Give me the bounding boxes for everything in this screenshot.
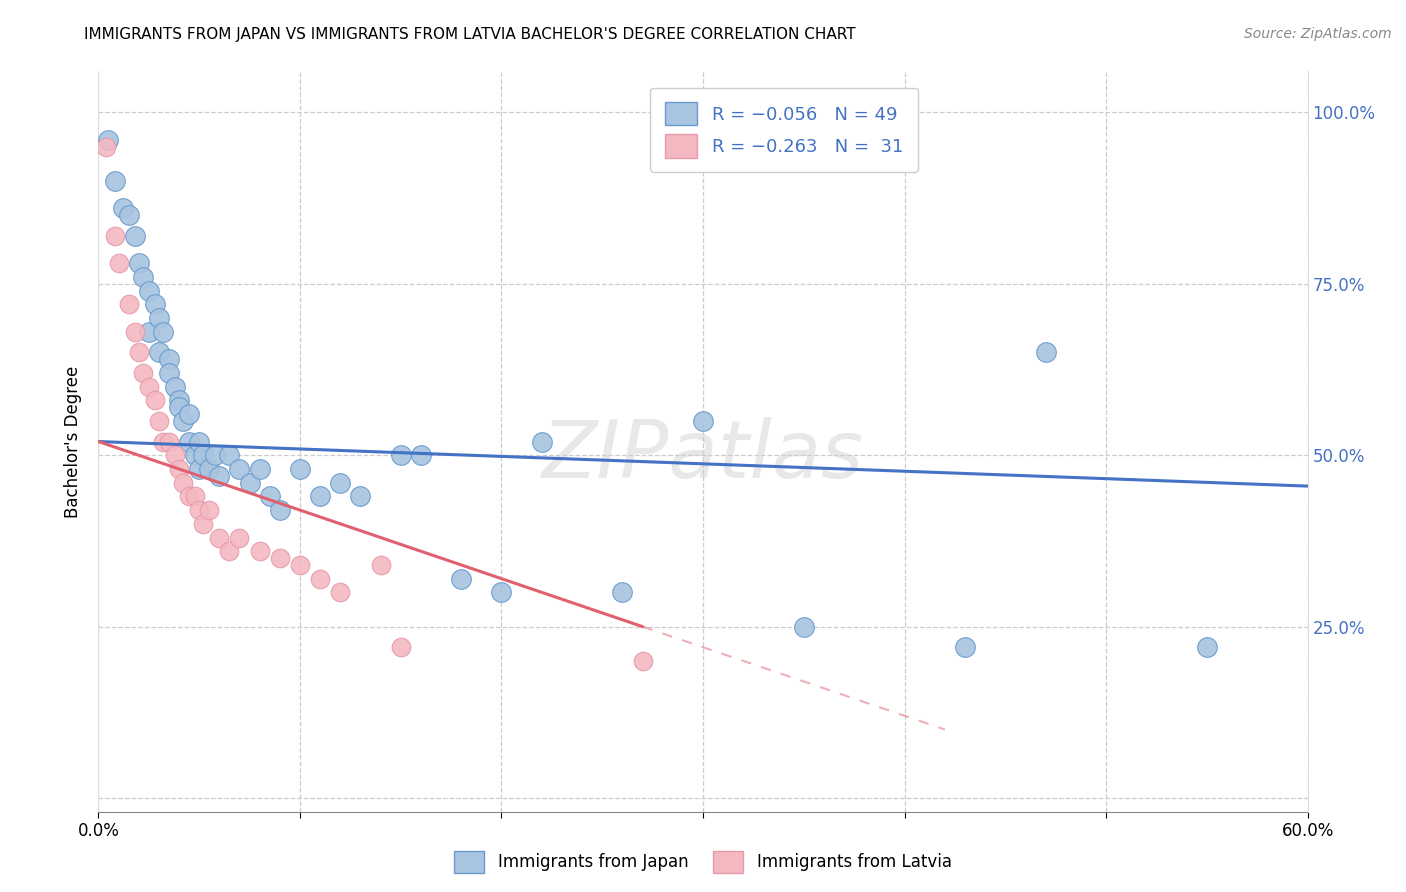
Point [228,462,250,476]
Point [530,434,553,449]
Point [167,462,190,476]
Point [143,297,166,311]
Point [111,202,134,216]
Point [163,448,186,462]
Point [259,489,281,503]
Point [249,462,271,476]
Point [1035,345,1057,359]
Point [208,468,231,483]
Point [138,284,160,298]
Legend: R = −0.056   N = 49, R = −0.263   N =  31: R = −0.056 N = 49, R = −0.263 N = 31 [651,87,918,172]
Point [107,256,129,270]
Point [329,475,352,490]
Point [269,551,291,566]
Point [228,531,250,545]
Point [370,558,392,572]
Point [132,270,155,285]
Point [349,489,371,503]
Point [157,352,180,367]
Point [188,503,211,517]
Point [612,585,634,599]
Point [288,558,311,572]
Point [172,414,194,428]
Point [148,345,170,359]
Point [148,414,170,428]
Point [179,434,201,449]
Point [148,311,170,326]
Point [249,544,271,558]
Point [184,448,207,462]
Point [152,434,174,449]
Point [1195,640,1218,655]
Point [288,462,311,476]
Point [692,414,714,428]
Point [491,585,513,599]
Point [138,380,160,394]
Text: Source: ZipAtlas.com: Source: ZipAtlas.com [1244,27,1392,41]
Point [309,489,332,503]
Point [198,503,221,517]
Point [269,503,291,517]
Point [118,208,141,222]
Point [143,393,166,408]
Point [329,585,352,599]
Point [953,640,976,655]
Point [188,462,211,476]
Point [239,475,262,490]
Point [124,325,146,339]
Point [128,256,150,270]
Point [450,572,472,586]
Point [97,133,120,147]
Point [152,325,174,339]
Point [179,407,201,421]
Point [103,228,125,243]
Point [193,448,215,462]
Point [218,544,240,558]
Point [204,448,226,462]
Point [188,434,211,449]
Point [118,297,141,311]
Point [163,380,186,394]
Point [389,448,412,462]
Point [96,140,118,154]
Point [167,393,190,408]
Point [208,531,231,545]
Y-axis label: Bachelor's Degree: Bachelor's Degree [65,366,83,517]
Point [409,448,432,462]
Legend: Immigrants from Japan, Immigrants from Latvia: Immigrants from Japan, Immigrants from L… [447,845,959,880]
Point [157,434,180,449]
Point [124,228,146,243]
Point [138,325,160,339]
Point [389,640,412,655]
Point [198,462,221,476]
Point [172,475,194,490]
Point [184,489,207,503]
Point [103,174,125,188]
Point [128,345,150,359]
Text: ZIPatlas: ZIPatlas [541,417,865,495]
Point [793,620,815,634]
Point [167,401,190,415]
Point [218,448,240,462]
Point [193,516,215,531]
Point [309,572,332,586]
Point [157,366,180,380]
Point [132,366,155,380]
Point [179,489,201,503]
Text: IMMIGRANTS FROM JAPAN VS IMMIGRANTS FROM LATVIA BACHELOR'S DEGREE CORRELATION CH: IMMIGRANTS FROM JAPAN VS IMMIGRANTS FROM… [84,27,856,42]
Point [631,654,654,668]
